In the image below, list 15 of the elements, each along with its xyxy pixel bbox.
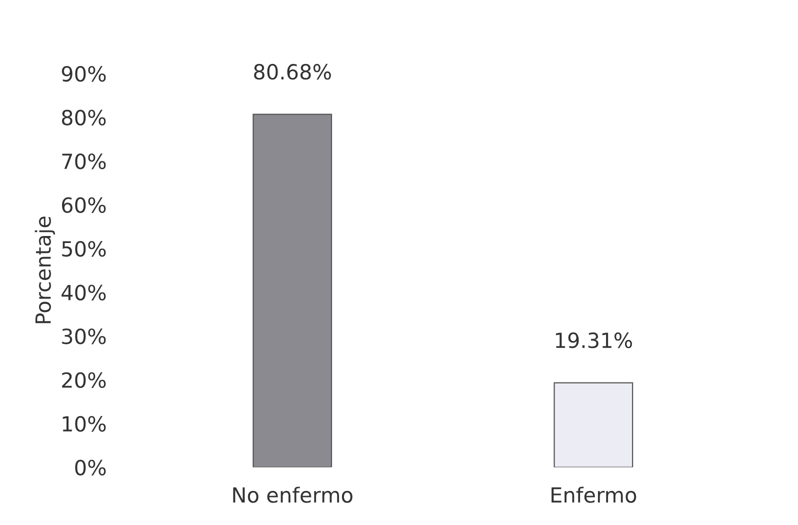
y-tick-label: 30% — [62, 328, 106, 344]
y-tick-label: 50% — [62, 240, 106, 257]
y-tick-label: 20% — [62, 372, 106, 388]
x-tick-label: Enfermo — [552, 486, 636, 503]
y-tick-label: 40% — [62, 284, 106, 300]
y-tick-label: 80% — [62, 110, 106, 126]
y-tick-label: 70% — [62, 153, 106, 170]
y-axis-title: Porcentaje — [34, 216, 55, 324]
y-tick-label: 60% — [62, 197, 106, 213]
x-tick-label: No enfermo — [233, 486, 352, 503]
y-tick-label: 0% — [75, 460, 106, 476]
y-tick-label: 10% — [62, 416, 106, 432]
data-label: 80.68% — [254, 64, 331, 80]
y-tick-label: 90% — [62, 66, 106, 82]
data-label: 19.31% — [556, 332, 632, 348]
